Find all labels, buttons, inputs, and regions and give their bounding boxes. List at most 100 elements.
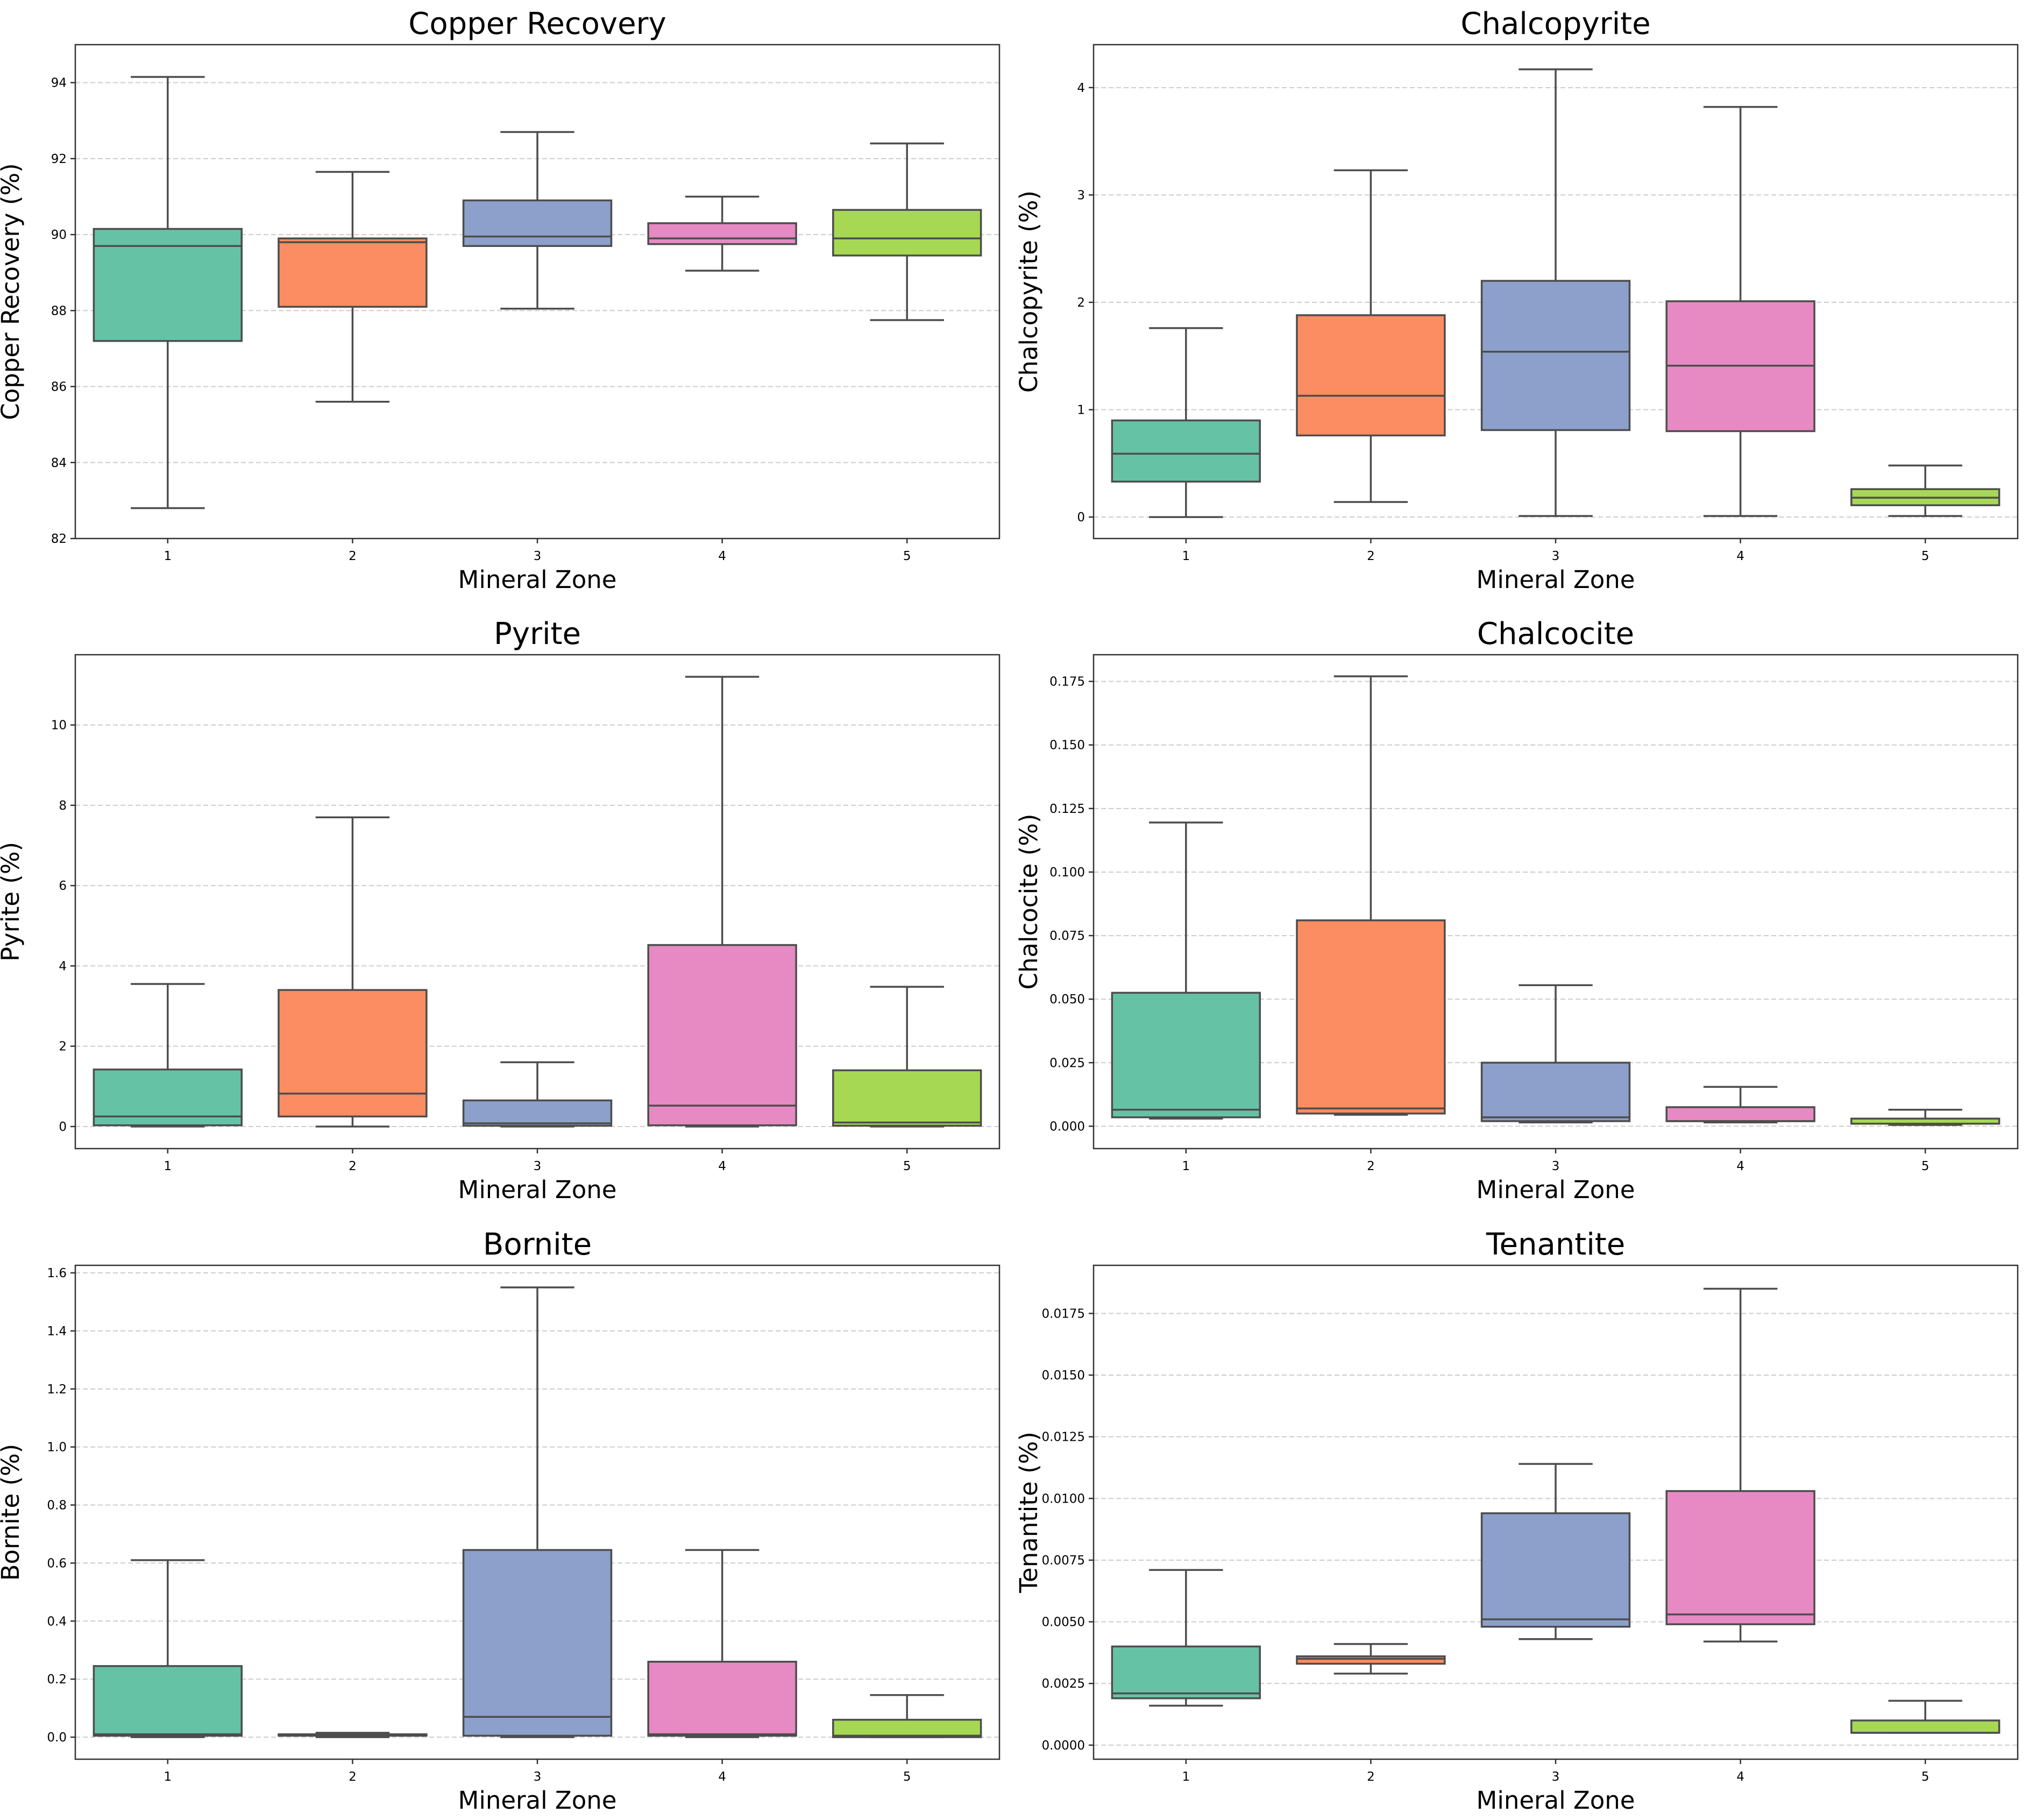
x-tick-label: 1	[164, 549, 172, 563]
box-zone-3	[1480, 1463, 1631, 1640]
chart-title: Tenantite	[1486, 1227, 1625, 1262]
iqr-box	[462, 199, 613, 247]
box-zone-3	[462, 131, 613, 310]
iqr-box	[1296, 314, 1446, 437]
iqr-box	[1665, 1106, 1815, 1122]
iqr-box	[1111, 992, 1261, 1118]
y-tick-label: 94	[51, 76, 67, 90]
box-zone-5	[832, 986, 982, 1128]
y-tick-label: 4	[59, 959, 67, 973]
subplot-1: 82 84 86 88 90 92 94 1 2 3 4 5 Copper Recovery Minera…	[0, 6, 1001, 594]
y-tick-label: 0.4	[47, 1614, 67, 1628]
subplot-5: 0.0 0.2 0.4 0.6 0.8 1.0 1.2 1.4 1.6 1 2 3 4 5 Bornite M…	[0, 1227, 1001, 1815]
y-tick-label: 84	[51, 456, 67, 470]
x-axis-title: Mineral Zone	[458, 1786, 617, 1815]
y-tick-label: 0.0025	[1042, 1677, 1085, 1691]
box-zone-5	[1850, 1108, 2000, 1126]
box-zone-4	[647, 1549, 797, 1738]
x-tick-label: 3	[1552, 1770, 1560, 1784]
y-tick-label: 82	[51, 532, 67, 546]
x-tick-label: 1	[1182, 549, 1190, 563]
x-tick-label: 2	[1367, 1770, 1375, 1784]
y-tick-label: 6	[59, 879, 67, 893]
y-tick-label: 0.150	[1049, 739, 1085, 753]
y-axis-title: Copper Recovery (%)	[0, 163, 25, 420]
y-tick-label: 90	[51, 228, 67, 242]
y-tick-label: 0.100	[1049, 866, 1085, 880]
y-tick-label: 92	[51, 152, 67, 166]
box-zone-2	[278, 816, 428, 1128]
iqr-box	[832, 1718, 982, 1738]
iqr-box	[278, 237, 428, 308]
y-tick-label: 0.0000	[1042, 1739, 1085, 1753]
x-axis-title: Mineral Zone	[458, 565, 617, 594]
iqr-box	[1480, 1061, 1631, 1122]
x-tick-label: 5	[903, 1159, 911, 1173]
y-tick-label: 1.6	[47, 1266, 67, 1280]
x-tick-label: 3	[534, 549, 542, 563]
x-axis-title: Mineral Zone	[458, 1175, 617, 1204]
y-tick-label: 2	[1077, 296, 1085, 310]
x-tick-label: 5	[903, 549, 911, 563]
x-axis-title: Mineral Zone	[1477, 1175, 1635, 1204]
subplot-4: 0.000 0.025 0.050 0.075 0.100 0.125 0.150 0.175…	[1014, 617, 2019, 1204]
x-tick-label: 4	[1736, 549, 1744, 563]
y-tick-label: 86	[51, 380, 67, 394]
y-tick-label: 0.125	[1049, 802, 1085, 816]
chart-title: Copper Recovery	[408, 6, 666, 41]
box-zone-5	[832, 1694, 982, 1738]
x-tick-label: 2	[1367, 1159, 1375, 1173]
y-tick-label: 0.025	[1049, 1056, 1085, 1070]
chart-title: Chalcopyrite	[1460, 6, 1650, 41]
iqr-box	[832, 1069, 982, 1127]
y-tick-label: 0.075	[1049, 929, 1085, 943]
box-zone-1	[93, 1559, 243, 1738]
x-tick-label: 4	[718, 1770, 726, 1784]
x-tick-label: 4	[718, 549, 726, 563]
y-axis-title: Chalcopyrite (%)	[1014, 190, 1043, 393]
box-zone-3	[1480, 984, 1631, 1124]
x-tick-label: 3	[534, 1770, 542, 1784]
y-tick-label: 1.4	[47, 1325, 67, 1339]
chart-title: Pyrite	[494, 617, 581, 651]
box-zone-2	[1296, 169, 1446, 503]
y-tick-label: 0.0050	[1042, 1616, 1085, 1630]
x-tick-label: 5	[1921, 1770, 1929, 1784]
y-tick-label: 0.050	[1049, 993, 1085, 1007]
y-tick-label: 0	[1077, 511, 1085, 525]
y-tick-label: 0.0175	[1042, 1307, 1085, 1321]
y-tick-label: 8	[59, 799, 67, 813]
box-zone-3	[462, 1061, 613, 1128]
y-tick-label: 1	[1077, 403, 1085, 417]
y-tick-label: 0.6	[47, 1556, 67, 1570]
y-axis-title: Chalcocite (%)	[1014, 813, 1043, 989]
x-tick-label: 1	[164, 1770, 172, 1784]
box-zone-1	[93, 983, 243, 1128]
chart-title: Chalcocite	[1477, 617, 1634, 651]
box-zone-2	[278, 171, 428, 403]
box-zone-4	[647, 676, 797, 1128]
y-tick-label: 0.0	[47, 1731, 67, 1745]
iqr-box	[832, 209, 982, 257]
box-zone-2	[1296, 675, 1446, 1116]
x-tick-label: 3	[1552, 549, 1560, 563]
x-tick-label: 3	[534, 1159, 542, 1173]
y-tick-label: 10	[51, 719, 67, 733]
y-tick-label: 2	[59, 1040, 67, 1054]
box-zone-4	[1665, 105, 1815, 517]
y-tick-label: 0.0100	[1042, 1492, 1085, 1506]
y-axis-title: Tenantite (%)	[1014, 1432, 1043, 1594]
iqr-box	[647, 222, 797, 245]
iqr-box	[462, 1549, 613, 1737]
x-tick-label: 4	[718, 1159, 726, 1173]
subplot-2: 0 1 2 3 4 1 2 3 4 5 Chalcopyrite Mineral Zone Chalco…	[1014, 6, 2019, 594]
x-tick-label: 5	[1921, 549, 1929, 563]
y-tick-label: 0.175	[1049, 675, 1085, 689]
iqr-box	[647, 944, 797, 1127]
iqr-box	[1480, 1512, 1631, 1628]
iqr-box	[647, 1661, 797, 1737]
y-tick-label: 0.0125	[1042, 1430, 1085, 1444]
iqr-box	[278, 989, 428, 1118]
